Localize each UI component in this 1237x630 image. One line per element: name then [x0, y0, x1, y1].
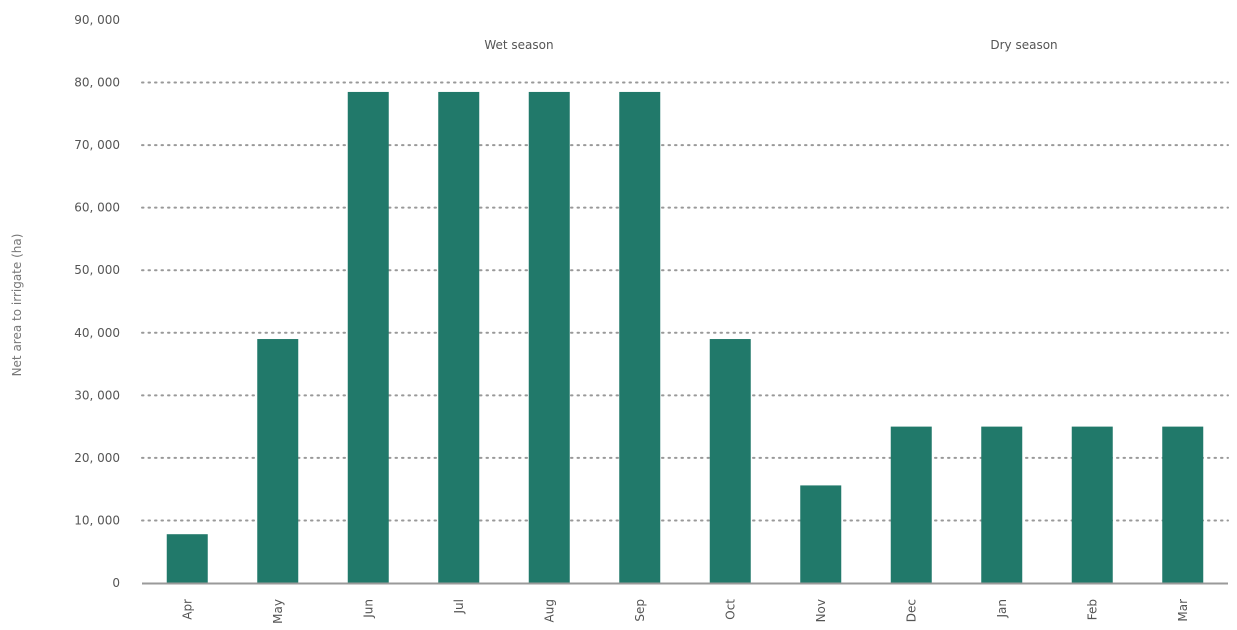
x-tick-label: Apr: [180, 599, 194, 620]
x-tick-label: Nov: [814, 599, 828, 622]
bar-mar: [1162, 426, 1204, 583]
bar-sep: [619, 91, 661, 583]
y-tick-label: 90, 000: [74, 13, 120, 27]
y-tick-label: 0: [112, 576, 120, 590]
bar-may: [257, 339, 299, 583]
x-tick-label: Sep: [633, 599, 647, 622]
y-tick-label: 10, 000: [74, 513, 120, 527]
y-tick-label: 40, 000: [74, 326, 120, 340]
x-tick-label: Mar: [1176, 599, 1190, 622]
bar-jul: [438, 91, 480, 583]
x-tick-label: Aug: [542, 599, 556, 622]
bar-jan: [981, 426, 1023, 583]
bar-nov: [800, 485, 842, 583]
bar-dec: [890, 426, 932, 583]
y-axis-label: Net area to irrigate (ha): [10, 233, 24, 377]
x-tick-label: Jun: [361, 599, 375, 619]
y-tick-label: 60, 000: [74, 201, 120, 215]
x-tick-label: Jul: [452, 599, 466, 614]
y-tick-label: 50, 000: [74, 263, 120, 277]
x-tick-label: Dec: [904, 599, 918, 622]
y-tick-label: 30, 000: [74, 388, 120, 402]
bar-aug: [528, 91, 570, 583]
x-tick-labels: Apr May Jun Jul Aug Sep Oct Nov Dec Jan Feb Mar: [180, 599, 1190, 624]
bars: [166, 91, 1204, 583]
bar-oct: [709, 339, 751, 583]
y-tick-label: 80, 000: [74, 76, 120, 90]
x-tick-label: Oct: [723, 599, 737, 620]
bar-apr: [166, 534, 208, 583]
season-annotation: Wet season: [484, 38, 553, 52]
x-tick-label: May: [271, 599, 285, 624]
y-tick-label: 70, 000: [74, 138, 120, 152]
bar-feb: [1071, 426, 1113, 583]
season-annotation: Dry season: [990, 38, 1057, 52]
x-tick-label: Jan: [995, 599, 1009, 619]
x-tick-label: Feb: [1085, 599, 1099, 620]
grid-lines: [141, 81, 1229, 522]
season-annotations: Wet season Dry season: [484, 38, 1057, 52]
bar-jun: [347, 91, 389, 583]
y-tick-labels: 0 10, 000 20, 000 30, 000 40, 000 50, 000 60, …: [74, 13, 120, 590]
y-tick-label: 20, 000: [74, 451, 120, 465]
